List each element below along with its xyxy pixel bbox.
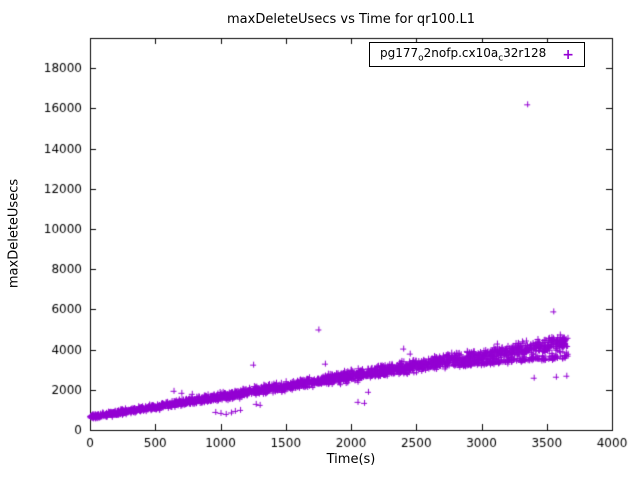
plus-marker-icon: + [562,46,574,63]
chart-title: maxDeleteUsecs vs Time for qr100.L1 [227,12,475,27]
x-axis-label: Time(s) [326,452,376,467]
y-axis-label: maxDeleteUsecs [6,178,22,289]
legend: pg177o2nofp.cx10ac32r128 + [368,42,585,68]
legend-series-label: pg177o2nofp.cx10ac32r128 [379,46,547,64]
